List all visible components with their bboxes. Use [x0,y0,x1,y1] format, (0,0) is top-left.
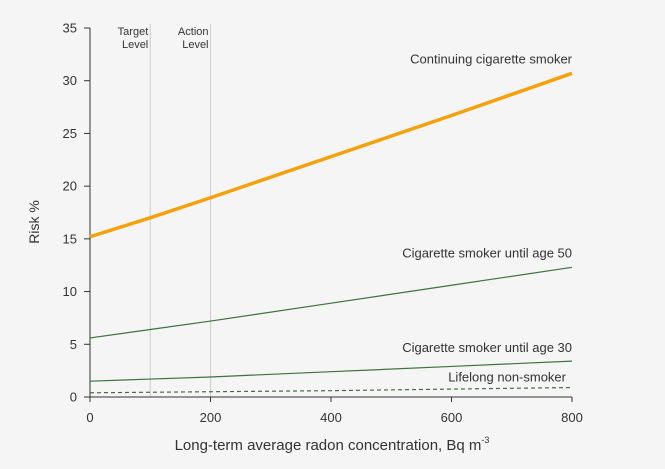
y-tick-label: 20 [63,179,77,194]
series-label-1: Cigarette smoker until age 50 [402,245,572,260]
y-axis-label: Risk % [26,200,42,244]
series-labels: Continuing cigarette smoker Cigarette smo… [402,51,572,384]
series-label-2: Cigarette smoker until age 30 [402,340,572,355]
reference-line-label-0-0: Target [118,26,149,38]
series-lines [89,71,573,394]
x-tick-label: 800 [561,410,583,425]
series-label-0: Continuing cigarette smoker [410,51,573,66]
axes: 0 5 10 15 20 25 30 35 0 200 400 600 800 [63,21,583,426]
x-tick-label: 0 [86,410,93,425]
reference-line-label-1-0: Action [178,26,209,38]
x-tick-label: 400 [320,410,342,425]
x-axis-label: Long-term average radon concentration, B… [175,435,490,454]
y-tick-label: 15 [63,231,77,246]
x-axis-label-text: Long-term average radon concentration, B… [175,437,482,454]
series-line-0 [89,71,573,239]
series-label-3: Lifelong non-smoker [448,370,566,385]
y-tick-label: 0 [70,390,77,405]
y-tick-label: 5 [70,337,77,352]
y-tick-label: 30 [63,73,77,88]
x-axis-label-superscript: -3 [481,435,489,445]
x-tick-label: 200 [200,410,222,425]
y-tick-label: 10 [63,284,77,299]
x-tick-label: 600 [441,410,463,425]
reference-line-label-0-1: Level [122,39,148,51]
reference-line-label-1-1: Level [182,39,208,51]
y-tick-label: 35 [63,21,77,36]
y-tick-label: 25 [63,126,77,141]
series-line-2 [89,360,573,382]
series-line-1 [89,266,573,339]
series-line-3 [89,386,573,394]
